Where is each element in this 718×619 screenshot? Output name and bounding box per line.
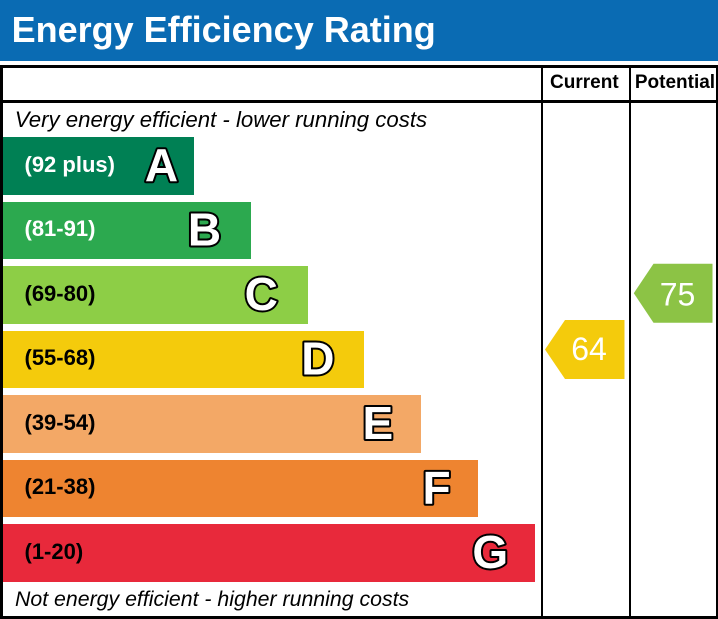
svg-text:F: F	[422, 462, 450, 514]
svg-text:64: 64	[571, 331, 607, 367]
svg-text:E: E	[362, 397, 393, 449]
svg-text:G: G	[472, 526, 508, 578]
svg-text:B: B	[188, 204, 221, 256]
svg-text:D: D	[301, 333, 334, 385]
svg-text:C: C	[245, 268, 278, 320]
svg-text:A: A	[145, 139, 178, 191]
svg-text:75: 75	[660, 276, 696, 312]
